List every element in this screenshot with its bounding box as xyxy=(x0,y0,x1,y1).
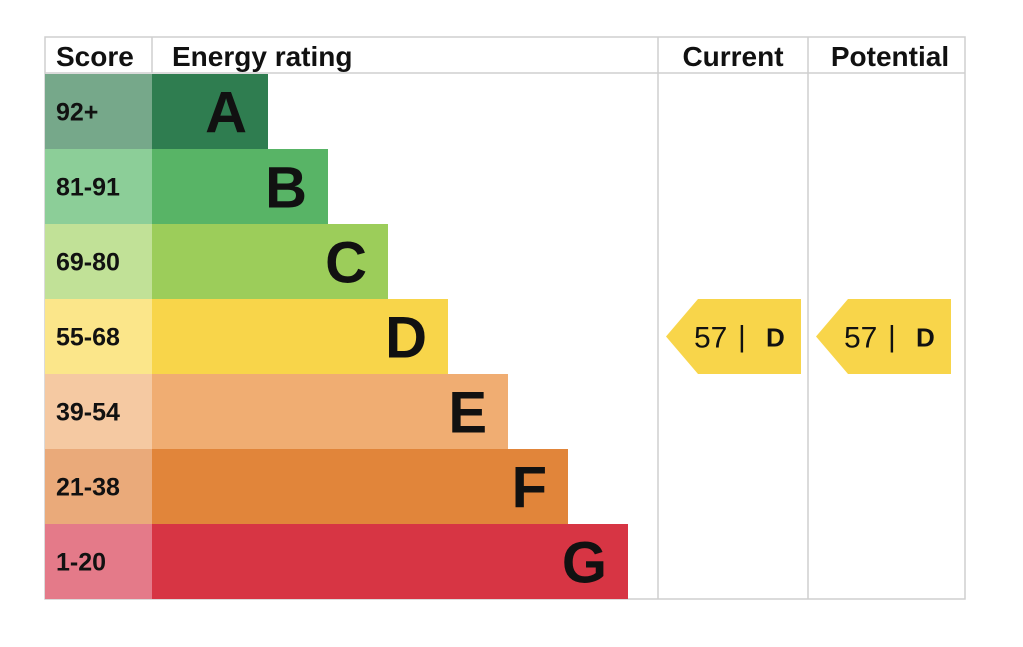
score-cell-d xyxy=(45,299,152,374)
current-score-value: 57 xyxy=(694,322,727,355)
score-range-b: 81-91 xyxy=(56,174,120,202)
score-cell-c xyxy=(45,224,152,299)
score-cell-g xyxy=(45,524,152,599)
band-bar-a xyxy=(152,74,268,149)
band-bar-d xyxy=(152,299,448,374)
score-range-e: 39-54 xyxy=(56,399,120,427)
band-e: 39-54 E xyxy=(45,374,508,449)
band-letter-e: E xyxy=(448,381,487,446)
potential-separator: | xyxy=(888,321,896,354)
score-range-a: 92+ xyxy=(56,99,98,127)
band-letter-f: F xyxy=(512,456,547,521)
score-range-g: 1-20 xyxy=(56,549,106,577)
current-rating-tag: 57 | D xyxy=(666,299,801,374)
potential-rating-tag: 57 | D xyxy=(816,299,951,374)
score-range-f: 21-38 xyxy=(56,474,120,502)
band-letter-a: A xyxy=(205,81,247,146)
band-letter-d: D xyxy=(385,306,427,371)
potential-band-letter: D xyxy=(916,323,935,353)
band-letter-b: B xyxy=(265,156,307,221)
current-band-letter: D xyxy=(766,323,785,353)
header-row: Score Energy rating Current Potential xyxy=(56,41,949,72)
current-header: Current xyxy=(682,41,783,72)
band-bar-b xyxy=(152,149,328,224)
band-bar-c xyxy=(152,224,388,299)
current-tag-arrow xyxy=(666,299,801,374)
band-bar-e xyxy=(152,374,508,449)
band-f: 21-38 F xyxy=(45,449,568,524)
rating-tags: 57 | D 57 | D xyxy=(666,299,951,374)
potential-tag-arrow xyxy=(816,299,951,374)
energy-rating-header: Energy rating xyxy=(172,41,352,72)
band-g: 1-20 G xyxy=(45,524,628,599)
score-header: Score xyxy=(56,41,134,72)
potential-score-value: 57 xyxy=(844,322,877,355)
score-range-c: 69-80 xyxy=(56,249,120,277)
band-c: 69-80 C xyxy=(45,224,388,299)
score-cell-b xyxy=(45,149,152,224)
score-cell-f xyxy=(45,449,152,524)
score-cell-a xyxy=(45,74,152,149)
band-letter-g: G xyxy=(562,531,607,596)
band-a: 92+ A xyxy=(45,74,268,149)
potential-header: Potential xyxy=(831,41,949,72)
band-d: 55-68 D xyxy=(45,299,448,374)
score-range-d: 55-68 xyxy=(56,324,120,352)
band-b: 81-91 B xyxy=(45,149,328,224)
band-bar-f xyxy=(152,449,568,524)
rating-bands: 92+ A 81-91 B 69-80 C 55-68 D 39-54 E 21-38 F 1-20 G xyxy=(45,74,628,599)
band-bar-g xyxy=(152,524,628,599)
score-cell-e xyxy=(45,374,152,449)
current-separator: | xyxy=(738,321,746,354)
band-letter-c: C xyxy=(325,231,367,296)
